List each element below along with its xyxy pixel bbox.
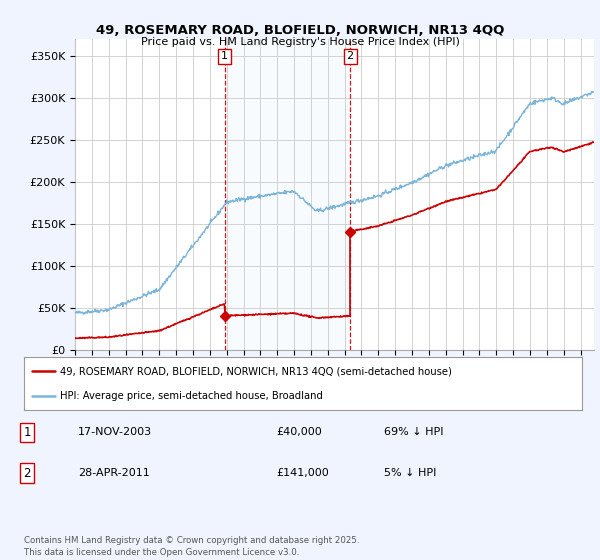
Text: 2: 2 [23,466,31,480]
Text: 1: 1 [23,426,31,439]
Text: 17-NOV-2003: 17-NOV-2003 [78,427,152,437]
Text: Price paid vs. HM Land Registry's House Price Index (HPI): Price paid vs. HM Land Registry's House … [140,37,460,47]
Text: 49, ROSEMARY ROAD, BLOFIELD, NORWICH, NR13 4QQ (semi-detached house): 49, ROSEMARY ROAD, BLOFIELD, NORWICH, NR… [60,366,452,376]
Text: 28-APR-2011: 28-APR-2011 [78,468,150,478]
Text: £141,000: £141,000 [276,468,329,478]
Text: 69% ↓ HPI: 69% ↓ HPI [384,427,443,437]
Text: 2: 2 [347,52,354,61]
Text: 49, ROSEMARY ROAD, BLOFIELD, NORWICH, NR13 4QQ: 49, ROSEMARY ROAD, BLOFIELD, NORWICH, NR… [96,24,504,36]
Text: HPI: Average price, semi-detached house, Broadland: HPI: Average price, semi-detached house,… [60,390,323,400]
Text: 1: 1 [221,52,228,61]
Bar [224,39,350,350]
Text: Contains HM Land Registry data © Crown copyright and database right 2025.
This d: Contains HM Land Registry data © Crown c… [24,536,359,557]
Text: £40,000: £40,000 [276,427,322,437]
Text: 5% ↓ HPI: 5% ↓ HPI [384,468,436,478]
